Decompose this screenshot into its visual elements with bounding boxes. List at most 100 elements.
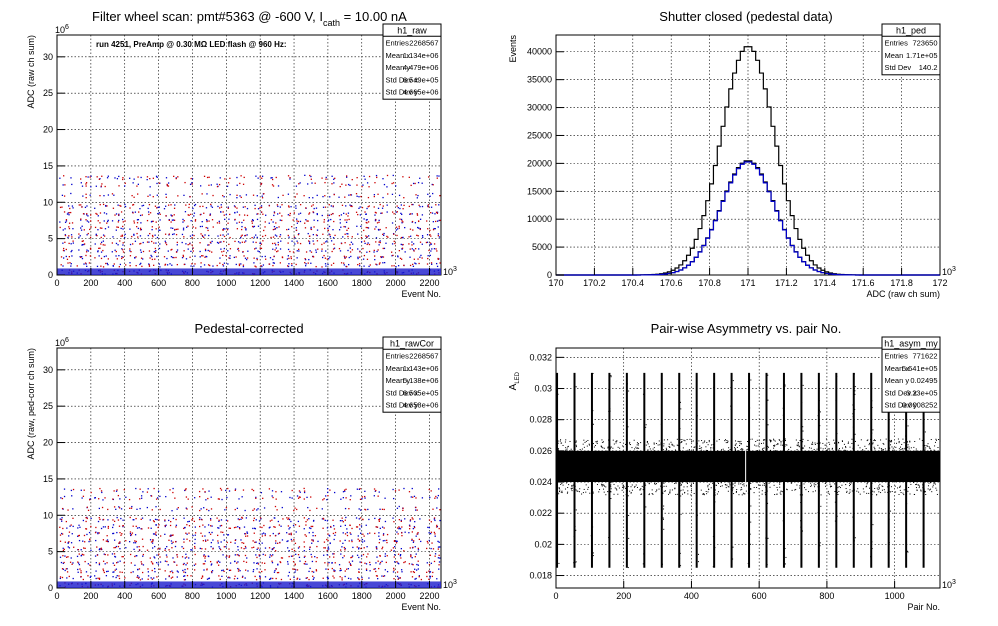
point-rawcor-s0-4-5-1 (138, 549, 141, 552)
point-raw-s1-3-2-2 (122, 256, 124, 259)
point-raw-s1-11-11-2 (260, 183, 262, 186)
point-rawcor-s1-19-4-1 (397, 553, 400, 555)
point-raw-s1-6-4-2 (164, 242, 167, 244)
point-raw-s0-5-4-1 (148, 241, 150, 243)
point-raw-s0-5-6-0 (151, 228, 153, 231)
point-raw-s1-14-3-2 (310, 251, 313, 253)
asym-spike-point-6-0 (662, 517, 664, 519)
point-raw-s1-6-9-1 (168, 204, 170, 206)
point-rawcor-s0-18-12-0 (378, 491, 380, 493)
asym-outlier-531 (663, 482, 665, 484)
point-rawcor-s1-3-3-2 (116, 562, 118, 564)
point-rawcor-s1-7-1-1 (190, 575, 192, 577)
point-raw-s0-20-3-2 (413, 249, 415, 251)
point-raw-s1-15-4-2 (321, 243, 323, 246)
asym-outlier-862 (682, 447, 684, 449)
point-raw-s0-17-7-2 (363, 218, 365, 220)
point-rawcor-s1-16-7-1 (344, 533, 347, 535)
asym-outlier-873 (649, 448, 651, 450)
asym-outlier-683 (652, 493, 654, 495)
asym-outlier-849 (843, 443, 845, 445)
point-raw-s0-5-8-0 (147, 211, 150, 213)
asym-outlier-112 (803, 483, 805, 485)
point-rawcor-s1-2-7-0 (106, 535, 108, 537)
point-rawcor-s0-15-11-2 (326, 499, 328, 501)
asym-spike-point-12-11 (766, 561, 768, 563)
point-raw-s1-11-8-2 (261, 211, 263, 213)
point-raw-s1-15-8-1 (330, 213, 332, 216)
point-rawcor-s1-12-10-2 (274, 505, 277, 508)
point-raw-s0-18-10-0 (382, 196, 384, 199)
point-rawcor-s1-16-6-1 (348, 540, 350, 542)
point-rawcor-s0-15-5-1 (328, 548, 330, 550)
point-raw-s0-18-1-1 (382, 262, 384, 264)
asym-spike-point-13-3 (784, 548, 786, 550)
point-raw-s1-5-2-1 (149, 257, 151, 259)
point-rawcor-s1-17-5-1 (360, 547, 362, 550)
point-raw-s1-1-9-1 (78, 204, 80, 206)
point-raw-s0-14-9-1 (313, 207, 315, 210)
point-rawcor-s0-20-2-1 (415, 569, 418, 571)
point-rawcor-s0-0-11-1 (71, 495, 73, 497)
point-raw-s0-20-8-2 (409, 213, 411, 215)
asym-outlier-46 (873, 491, 875, 493)
asym-outlier-632 (558, 448, 560, 450)
point-rawcor-s1-13-5-0 (298, 546, 301, 548)
point-raw-s1-21-11-1 (432, 184, 434, 186)
point-rawcor-s1-21-9-0 (428, 519, 431, 521)
point-raw-s1-2-6-1 (99, 227, 102, 229)
point-raw-s1-6-3-0 (175, 251, 178, 253)
point-rawcor-s0-16-11-1 (340, 498, 342, 500)
point-raw-s0-6-7-2 (172, 219, 175, 221)
point-rawcor-s0-0-12-0 (70, 489, 73, 492)
point-raw-s0-1-2-2 (81, 257, 84, 260)
point-raw-s1-8-6-1 (212, 226, 214, 228)
asym-outlier-608 (898, 440, 900, 442)
asym-spike-point-4-13 (628, 514, 630, 516)
asym-outlier-76 (677, 493, 679, 495)
asym-spike-point-18-10 (872, 524, 874, 526)
point-rawcor-s1-21-1-0 (428, 578, 430, 580)
point-raw-s1-4-2-2 (140, 257, 143, 259)
point-raw-s0-0-4-1 (62, 242, 64, 244)
asym-outlier-712 (622, 485, 624, 487)
point-raw-s0-2-5-1 (102, 234, 105, 236)
asym-outlier-398 (601, 485, 603, 487)
point-raw-s0-9-12-1 (219, 177, 221, 179)
asym-outlier-847 (669, 492, 671, 494)
asym-outlier-346 (830, 485, 832, 487)
asym-outlier-547 (587, 486, 589, 488)
point-rawcor-s1-19-10-1 (402, 507, 404, 509)
point-rawcor-s0-16-12-0 (344, 490, 346, 492)
point-raw-s0-10-7-0 (236, 222, 238, 224)
point-raw-s1-4-4-0 (139, 243, 141, 245)
asym-outlier-772 (909, 493, 911, 495)
point-raw-s0-20-11-0 (412, 182, 415, 185)
point-raw-s1-12-7-1 (270, 219, 273, 221)
asym-outlier-703 (617, 485, 619, 487)
asym-outlier-750 (924, 490, 926, 492)
point-raw-s1-16-6-0 (347, 227, 350, 230)
point-raw-s0-6-11-1 (167, 182, 170, 184)
point-raw-s1-11-2-1 (253, 257, 255, 259)
point-raw-s1-5-8-1 (159, 213, 161, 215)
asym-spike-point-16-1 (836, 517, 838, 519)
point-rawcor-s0-2-12-1 (101, 491, 103, 494)
point-rawcor-s1-13-6-1 (294, 542, 297, 545)
point-raw-s0-12-6-2 (273, 225, 276, 228)
asym-outlier-279 (838, 448, 840, 450)
point-rawcor-s1-0-2-1 (61, 568, 64, 570)
point-raw-s0-4-2-2 (134, 256, 136, 259)
point-raw-s0-16-9-2 (349, 204, 351, 206)
point-raw-s1-12-6-1 (272, 228, 275, 231)
point-raw-s0-18-5-1 (383, 232, 385, 235)
point-raw-s1-8-4-2 (209, 241, 212, 244)
point-raw-s1-1-8-1 (86, 213, 88, 215)
point-raw-s0-15-12-0 (333, 178, 335, 180)
point-raw-s0-18-8-2 (380, 212, 382, 214)
tick-label-x-ped-4: 170.8 (698, 278, 721, 288)
asym-outlier-458 (838, 441, 840, 443)
point-raw-s0-18-11-0 (386, 186, 388, 188)
point-rawcor-s1-5-9-1 (153, 520, 155, 523)
point-raw-s1-16-12-0 (351, 178, 353, 181)
